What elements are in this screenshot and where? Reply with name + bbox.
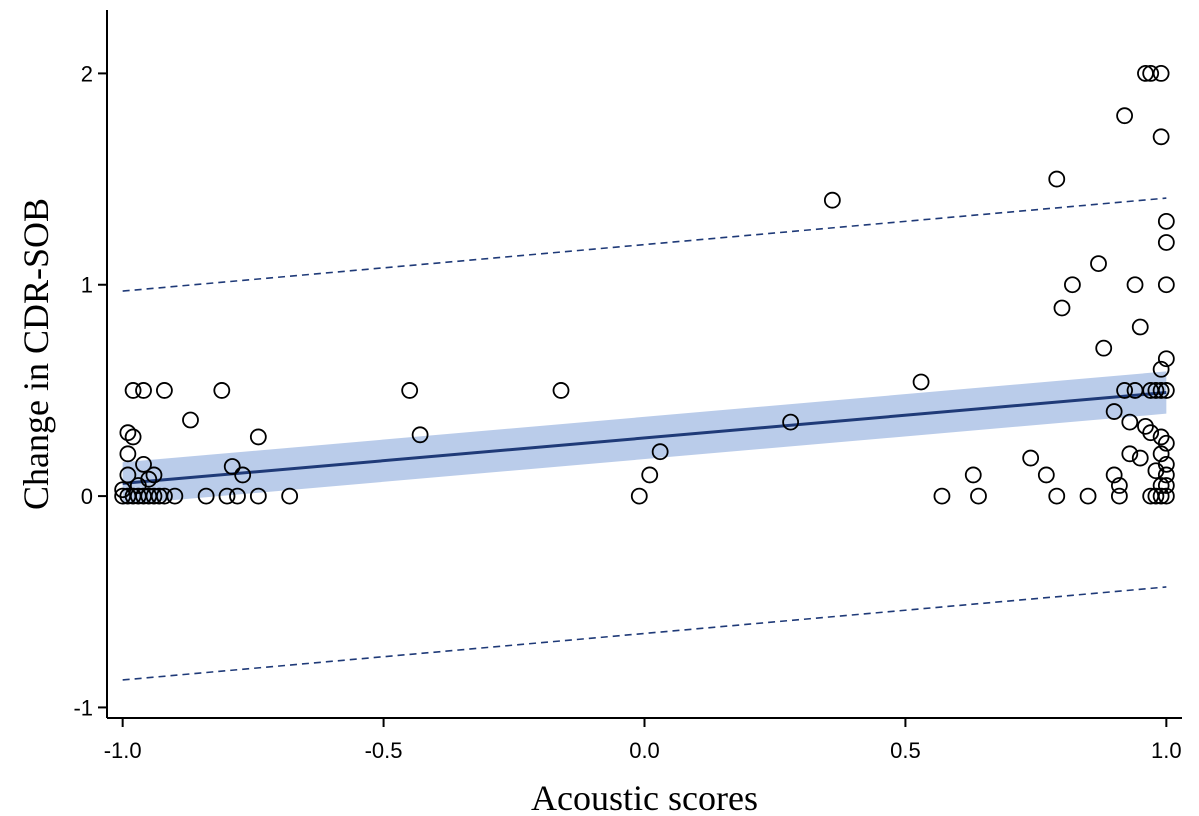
data-point <box>964 466 982 484</box>
data-point <box>1090 255 1107 273</box>
data-point <box>1105 403 1123 420</box>
data-point <box>1126 276 1144 294</box>
data-point <box>249 428 267 446</box>
data-point <box>1157 487 1175 505</box>
data-point <box>234 466 252 484</box>
data-point <box>1147 382 1165 399</box>
data-point <box>166 487 184 505</box>
data-point <box>145 466 163 484</box>
data-point <box>140 470 158 488</box>
data-point <box>1037 466 1055 484</box>
y-tick-label: -1 <box>73 695 93 720</box>
data-point <box>1157 466 1175 484</box>
y-tick-label: 0 <box>81 484 93 509</box>
data-point <box>1121 445 1139 463</box>
data-point <box>1152 477 1170 494</box>
data-point <box>1095 339 1113 357</box>
data-point <box>1121 413 1139 431</box>
data-point <box>1116 107 1133 125</box>
data-point <box>552 382 570 399</box>
data-point <box>1157 455 1175 473</box>
data-point <box>1147 487 1165 505</box>
data-point <box>1152 487 1170 505</box>
data-point <box>1048 170 1066 188</box>
x-tick-label: 0.5 <box>890 738 921 763</box>
data-point <box>1157 434 1175 452</box>
data-point <box>1152 128 1170 146</box>
data-point <box>1142 424 1160 442</box>
data-point <box>218 487 236 505</box>
data-point <box>1152 382 1170 399</box>
data-point <box>124 428 142 446</box>
data-point <box>1116 382 1133 399</box>
y-axis-title: Change in CDR-SOB <box>16 198 56 510</box>
data-point <box>1079 487 1097 505</box>
y-tick-label: 1 <box>81 273 93 298</box>
data-point <box>1064 276 1081 294</box>
data-point <box>135 455 152 473</box>
data-point <box>1131 449 1149 467</box>
data-point <box>1131 318 1149 336</box>
x-tick-label: -1.0 <box>104 738 142 763</box>
data-point <box>1110 487 1128 505</box>
data-point <box>1152 65 1170 82</box>
x-axis-title: Acoustic scores <box>531 778 758 816</box>
data-point <box>119 466 137 484</box>
data-point <box>1110 477 1128 494</box>
data-point <box>1157 276 1175 294</box>
data-point <box>823 191 841 209</box>
data-point <box>1105 466 1123 484</box>
x-tick-label: 1.0 <box>1151 738 1182 763</box>
data-point <box>1157 234 1175 251</box>
data-point <box>182 411 199 429</box>
data-point <box>213 382 231 399</box>
data-point <box>933 487 951 505</box>
data-point <box>135 382 152 399</box>
x-tick-label: -0.5 <box>365 738 403 763</box>
data-point <box>1157 350 1175 368</box>
data-point <box>1048 487 1066 505</box>
lower-prediction-line <box>122 586 1167 681</box>
data-point <box>223 458 241 475</box>
data-point <box>156 382 173 399</box>
data-point <box>1022 449 1040 467</box>
data-point <box>782 413 800 431</box>
upper-prediction-line <box>122 197 1167 292</box>
data-point <box>124 382 142 399</box>
data-point <box>411 426 429 444</box>
data-point <box>641 466 659 484</box>
data-point <box>229 487 246 505</box>
data-point <box>1157 477 1175 494</box>
data-point <box>1152 360 1170 378</box>
data-point <box>119 424 137 442</box>
data-point <box>1152 445 1170 463</box>
data-point <box>912 373 930 391</box>
data-point <box>119 445 137 463</box>
data-point <box>114 481 132 499</box>
data-point <box>1157 382 1175 399</box>
x-tick-label: 0.0 <box>629 738 660 763</box>
data-point <box>156 487 173 505</box>
data-point <box>145 487 163 505</box>
data-point <box>651 443 669 461</box>
y-tick-label: 2 <box>81 61 93 86</box>
data-point <box>197 487 215 505</box>
data-point <box>401 382 419 399</box>
data-point <box>249 487 267 505</box>
data-point <box>1053 299 1071 317</box>
data-point <box>1142 65 1160 82</box>
fit-line <box>122 391 1167 485</box>
plot-area <box>114 65 1175 681</box>
data-point <box>281 487 299 505</box>
axes: -1.0 -0.5 0.0 0.5 1.0 -1 0 1 2 <box>73 10 1182 763</box>
data-point <box>630 487 648 505</box>
data-point <box>1157 212 1175 230</box>
data-point <box>970 487 987 505</box>
